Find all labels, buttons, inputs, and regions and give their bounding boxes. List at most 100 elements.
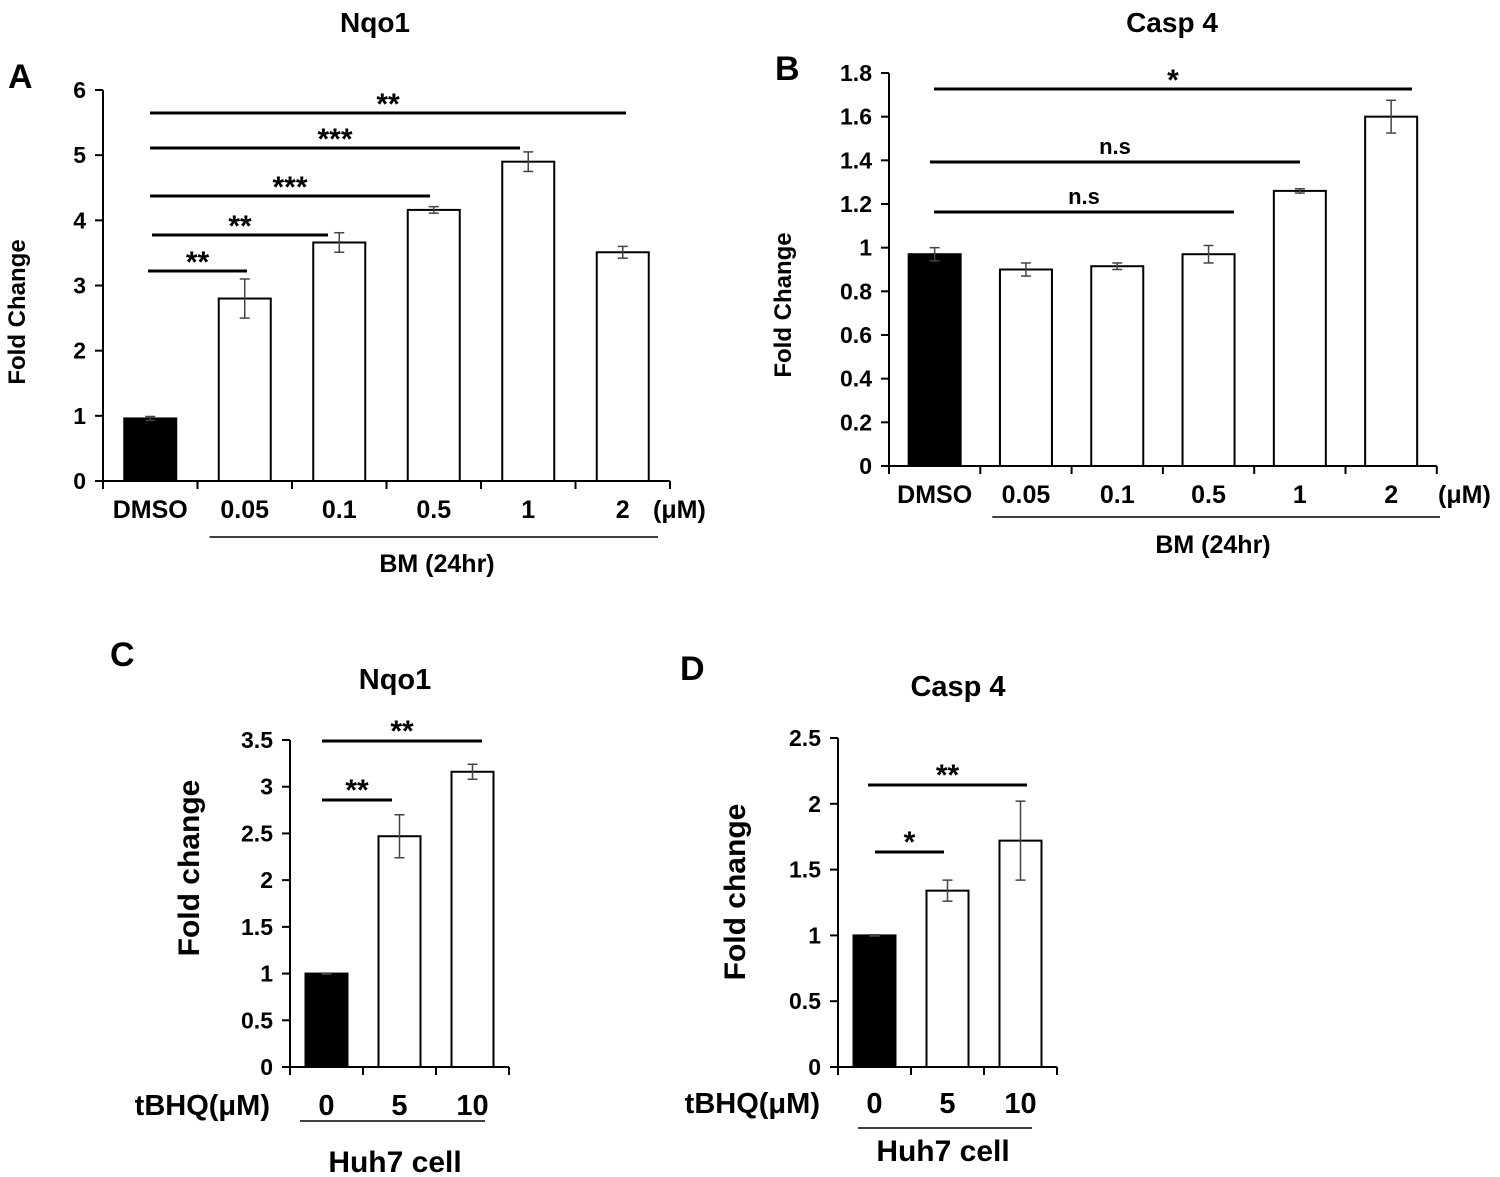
x-category-label: 0 (866, 1088, 882, 1120)
x-category-label: 0.05 (1002, 481, 1051, 509)
x-category-label: 0.1 (1100, 481, 1135, 509)
y-tick-label: 1.5 (241, 914, 273, 940)
bar (1364, 115, 1419, 468)
y-tick-label: 3 (260, 774, 273, 800)
unit-label: tBHQ(μM) (135, 1090, 270, 1122)
x-category-label: 2 (616, 496, 630, 524)
x-category-label: 0.5 (1191, 481, 1226, 509)
significance-label: ** (390, 715, 414, 748)
y-tick-label: 1 (808, 922, 821, 948)
bar (998, 839, 1043, 1069)
y-tick-label: 0.4 (840, 366, 872, 392)
y-axis-label: Fold Change (4, 239, 31, 384)
bar (1181, 253, 1236, 467)
bar (377, 835, 422, 1069)
x-category-label: 0.05 (220, 496, 269, 524)
bar (907, 253, 962, 467)
x-category-label: 1 (1293, 481, 1307, 509)
panel-letter: C (110, 636, 135, 674)
bar (925, 889, 970, 1068)
panel-a: A Nqo1 0 1 2 3 4 5 6 Fold Change DMSO 0.05 0.1 0.5 1 2 (… (4, 7, 706, 578)
panel-letter: A (8, 58, 33, 96)
x-category-label: 10 (456, 1090, 488, 1122)
significance-label: *** (317, 123, 352, 156)
panel-b: B Casp 4 0 0.2 0.4 0.6 0.8 1 1.2 1.4 1.6 1.8 Fold Ch… (770, 7, 1491, 559)
significance-label: n.s (1068, 184, 1100, 209)
y-tick-label: 1 (73, 403, 86, 429)
significance-label: *** (272, 171, 307, 204)
x-category-label: DMSO (113, 496, 188, 524)
y-tick-label: 1 (260, 961, 273, 987)
x-axis-label: BM (24hr) (379, 550, 494, 578)
chart-title: Nqo1 (340, 7, 410, 38)
bar (852, 934, 897, 1069)
chart-title: Casp 4 (910, 671, 1005, 703)
y-tick-label: 2 (260, 867, 273, 893)
y-tick-label: 2 (73, 338, 86, 364)
bar (217, 297, 272, 482)
y-tick-label: 0.8 (840, 278, 872, 304)
significance-label: ** (936, 759, 960, 792)
panel-letter: D (680, 650, 705, 688)
x-category-label: 0 (318, 1090, 334, 1122)
x-category-label: 2 (1384, 481, 1398, 509)
bar (501, 160, 556, 483)
x-category-label: 0.5 (416, 496, 451, 524)
bar (450, 770, 495, 1068)
unit-label: tBHQ(μM) (685, 1088, 820, 1120)
bar (1090, 265, 1145, 467)
x-category-label: 5 (939, 1088, 955, 1120)
panel-letter: B (775, 50, 800, 88)
chart-title: Nqo1 (359, 664, 432, 696)
y-axis-label: Fold Change (770, 232, 797, 377)
y-tick-label: 1.2 (840, 191, 872, 217)
y-axis-label: Fold change (719, 804, 752, 981)
y-tick-label: 0.6 (840, 322, 872, 348)
x-axis-label: Huh7 cell (876, 1135, 1009, 1168)
x-category-label: 10 (1004, 1088, 1036, 1120)
bar (998, 268, 1053, 467)
bar (595, 251, 650, 482)
significance-label: n.s (1099, 134, 1131, 159)
x-axis-label: Huh7 cell (328, 1146, 461, 1177)
significance-label: ** (186, 246, 210, 279)
bar (312, 241, 367, 482)
y-tick-label: 2.5 (789, 725, 821, 751)
unit-label: (μM) (653, 496, 706, 524)
unit-label: (μM) (1438, 481, 1491, 509)
y-tick-label: 4 (73, 207, 86, 233)
x-category-label: DMSO (897, 481, 972, 509)
x-category-label: 1 (521, 496, 535, 524)
significance-label: * (1167, 64, 1179, 97)
y-tick-label: 1.4 (840, 147, 872, 173)
y-tick-label: 2.5 (241, 820, 273, 846)
y-tick-label: 3.5 (241, 727, 273, 753)
x-category-label: 5 (391, 1090, 407, 1122)
y-tick-label: 2 (808, 791, 821, 817)
panel-d: D Casp 4 0 0.5 1 1.5 2 2.5 Fold change 0 5 10 tBHQ(μ… (680, 650, 1058, 1168)
y-tick-label: 0.5 (789, 988, 821, 1014)
significance-label: ** (345, 774, 369, 807)
y-tick-label: 0 (859, 453, 872, 479)
y-tick-label: 0.5 (241, 1007, 273, 1033)
y-tick-label: 6 (73, 77, 86, 103)
y-tick-label: 1.5 (789, 857, 821, 883)
y-tick-label: 1.8 (840, 60, 872, 86)
bar (304, 972, 349, 1068)
y-tick-label: 0.2 (840, 409, 872, 435)
y-tick-label: 3 (73, 273, 86, 299)
significance-label: * (904, 826, 916, 859)
bar (406, 208, 461, 482)
chart-title: Casp 4 (1126, 7, 1218, 38)
x-category-label: 0.1 (322, 496, 357, 524)
panel-c: C Nqo1 0 0.5 1 1.5 2 2.5 3 3.5 Fold change 0 5 10 tBHQ… (110, 636, 510, 1177)
y-tick-label: 1 (859, 235, 872, 261)
significance-label: ** (228, 210, 252, 243)
y-tick-label: 0 (260, 1054, 273, 1080)
y-tick-label: 1.6 (840, 104, 872, 130)
significance-label: ** (376, 88, 400, 121)
y-tick-label: 0 (73, 468, 86, 494)
y-tick-label: 0 (808, 1054, 821, 1080)
y-tick-label: 5 (73, 142, 86, 168)
